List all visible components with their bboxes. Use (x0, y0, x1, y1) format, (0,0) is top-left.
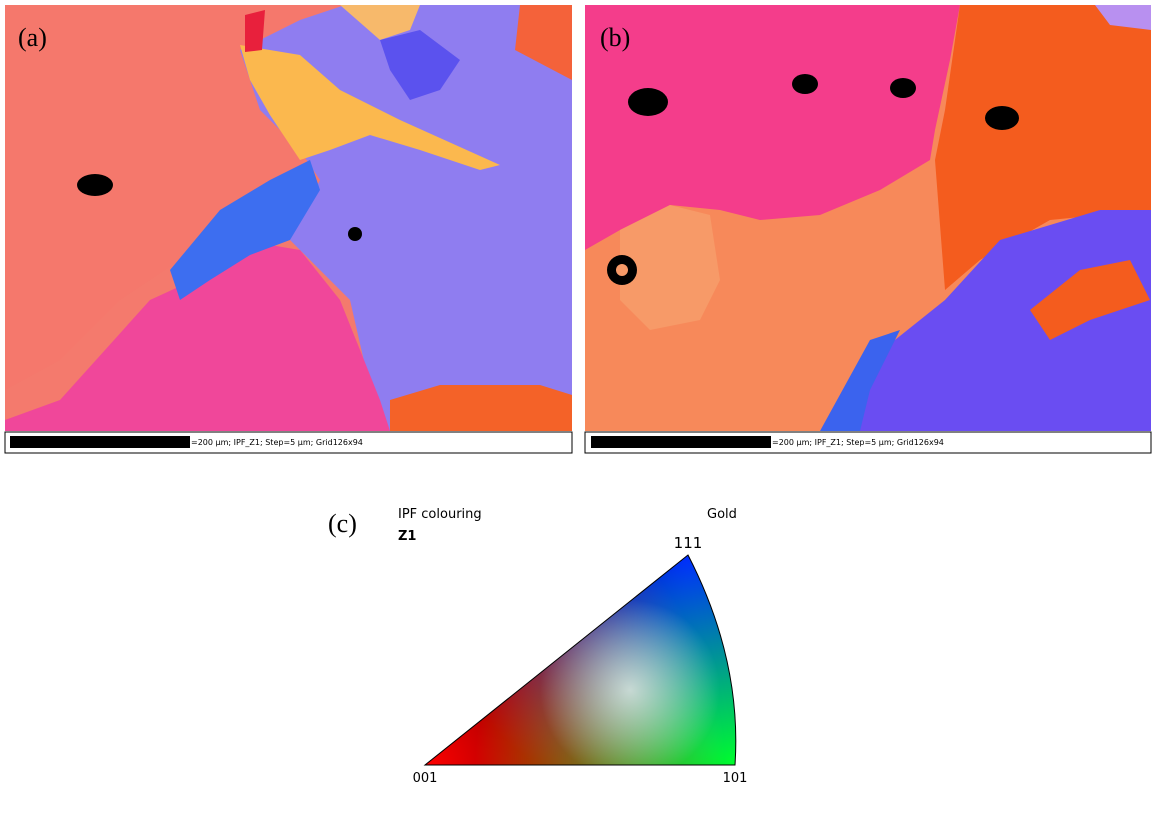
ipf-legend: (c) IPF colouring Z1 Gold 111 001 101 (328, 507, 750, 786)
void (628, 88, 668, 116)
panel-label: (b) (600, 23, 630, 52)
panel-label: (a) (18, 23, 47, 52)
void (985, 106, 1019, 130)
scale-bar (10, 436, 190, 448)
phase-name: Gold (707, 507, 737, 522)
scale-text: =200 µm; IPF_Z1; Step=5 µm; Grid126x94 (191, 438, 363, 447)
panel-b: =200 µm; IPF_Z1; Step=5 µm; Grid126x94 (… (585, 5, 1151, 453)
grain (390, 385, 572, 431)
vertex-label: 001 (413, 771, 438, 786)
panel-label: (c) (328, 509, 357, 538)
legend-subtitle: Z1 (398, 529, 416, 544)
void (348, 227, 362, 241)
vertex-label: 101 (723, 771, 748, 786)
scale-text: =200 µm; IPF_Z1; Step=5 µm; Grid126x94 (772, 438, 944, 447)
void (890, 78, 916, 98)
ipf-triangle (420, 550, 750, 770)
scale-bar (591, 436, 771, 448)
figure: =200 µm; IPF_Z1; Step=5 µm; Grid126x94 (… (0, 0, 1153, 813)
void (77, 174, 113, 196)
panel-a: =200 µm; IPF_Z1; Step=5 µm; Grid126x94 (… (5, 5, 572, 453)
void-core (616, 264, 628, 276)
grain (245, 10, 265, 52)
legend-title: IPF colouring (398, 507, 482, 522)
vertex-label: 111 (674, 534, 703, 552)
void (792, 74, 818, 94)
